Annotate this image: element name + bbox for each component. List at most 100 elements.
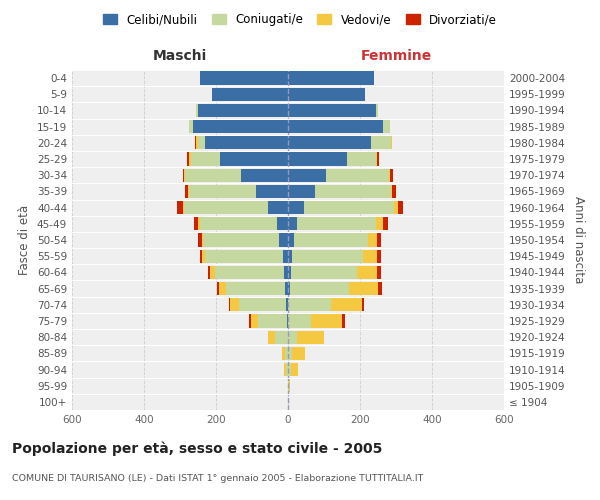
Bar (184, 168, 185, 182)
Bar (268, 330, 275, 344)
Bar (288, 346, 292, 360)
Bar (200, 72, 288, 85)
Bar (184, 201, 268, 214)
Bar (200, 217, 277, 230)
Bar (297, 330, 324, 344)
Y-axis label: Fasce di età: Fasce di età (19, 205, 31, 275)
Bar (217, 282, 218, 295)
Bar (187, 152, 189, 166)
Bar (198, 104, 288, 117)
Bar (297, 217, 376, 230)
Bar (198, 234, 202, 246)
Bar (191, 152, 220, 166)
Bar (241, 168, 288, 182)
Bar (288, 88, 365, 101)
Bar (342, 314, 345, 328)
Bar (288, 217, 297, 230)
Bar (288, 314, 311, 328)
Bar (383, 217, 388, 230)
Bar (288, 201, 304, 214)
Bar (377, 234, 381, 246)
Bar (275, 330, 288, 344)
Legend: Celibi/Nubili, Coniugati/e, Vedovi/e, Divorziati/e: Celibi/Nubili, Coniugati/e, Vedovi/e, Di… (98, 8, 502, 31)
Bar (311, 314, 342, 328)
Bar (288, 185, 315, 198)
Bar (208, 266, 210, 279)
Bar (290, 282, 349, 295)
Bar (256, 185, 288, 198)
Bar (376, 152, 377, 166)
Bar (377, 152, 379, 166)
Bar (292, 250, 362, 263)
Bar (291, 266, 358, 279)
Bar (177, 201, 182, 214)
Bar (288, 168, 326, 182)
Bar (196, 136, 198, 149)
Bar (377, 250, 380, 263)
Y-axis label: Anni di nascita: Anni di nascita (572, 196, 585, 284)
Bar (315, 185, 391, 198)
Bar (185, 168, 241, 182)
Text: Maschi: Maschi (153, 49, 207, 63)
Bar (331, 298, 362, 312)
Bar (182, 168, 184, 182)
Bar (377, 266, 381, 279)
Bar (291, 363, 298, 376)
Bar (188, 185, 189, 198)
Bar (203, 234, 279, 246)
Bar (288, 379, 289, 392)
Bar (210, 266, 215, 279)
Bar (195, 136, 196, 149)
Bar (196, 104, 198, 117)
Bar (349, 282, 378, 295)
Bar (185, 185, 188, 198)
Bar (378, 282, 382, 295)
Bar (288, 234, 295, 246)
Bar (226, 282, 285, 295)
Bar (288, 136, 371, 149)
Bar (194, 217, 198, 230)
Bar (230, 298, 239, 312)
Bar (258, 314, 287, 328)
Bar (200, 250, 202, 263)
Bar (182, 201, 184, 214)
Bar (189, 120, 193, 134)
Bar (362, 298, 364, 312)
Bar (295, 234, 368, 246)
Bar (288, 152, 347, 166)
Text: Femmine: Femmine (361, 49, 431, 63)
Bar (392, 185, 396, 198)
Bar (326, 168, 389, 182)
Bar (279, 234, 288, 246)
Bar (368, 234, 377, 246)
Bar (288, 363, 291, 376)
Bar (249, 314, 251, 328)
Bar (239, 298, 286, 312)
Bar (202, 250, 205, 263)
Bar (358, 266, 377, 279)
Bar (288, 250, 292, 263)
Bar (304, 201, 394, 214)
Bar (220, 152, 288, 166)
Bar (371, 136, 391, 149)
Bar (389, 168, 390, 182)
Bar (391, 136, 392, 149)
Bar (229, 298, 230, 312)
Bar (288, 72, 374, 85)
Bar (383, 120, 390, 134)
Text: COMUNE DI TAURISANO (LE) - Dati ISTAT 1° gennaio 2005 - Elaborazione TUTTITALIA.: COMUNE DI TAURISANO (LE) - Dati ISTAT 1°… (12, 474, 424, 483)
Bar (251, 314, 258, 328)
Text: Popolazione per età, sesso e stato civile - 2005: Popolazione per età, sesso e stato civil… (12, 441, 382, 456)
Bar (282, 346, 285, 360)
Bar (288, 298, 331, 312)
Bar (285, 282, 288, 295)
Bar (198, 136, 205, 149)
Bar (283, 250, 288, 263)
Bar (286, 298, 288, 312)
Bar (189, 185, 256, 198)
Bar (198, 217, 200, 230)
Bar (288, 266, 291, 279)
Bar (205, 250, 283, 263)
Bar (286, 363, 288, 376)
Bar (277, 217, 288, 230)
